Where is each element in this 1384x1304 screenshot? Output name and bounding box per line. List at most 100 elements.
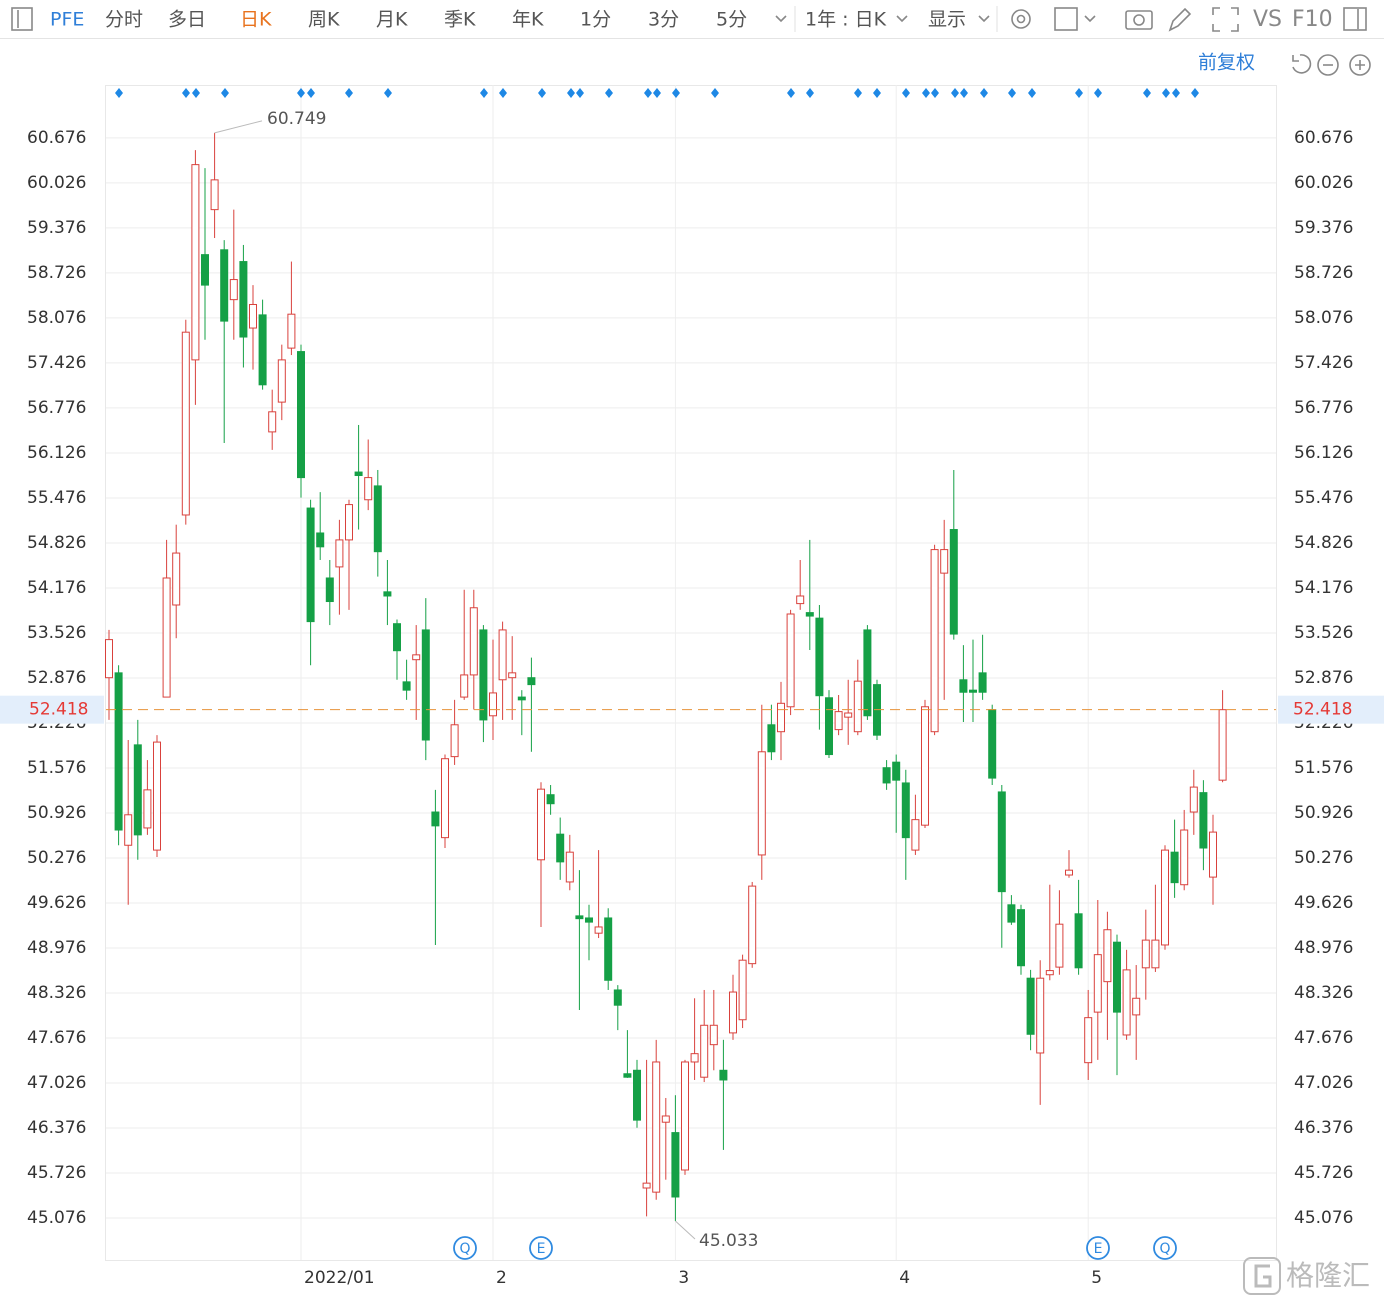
event-diamond[interactable] — [922, 88, 930, 98]
symbol[interactable]: PFE — [50, 9, 84, 31]
event-diamond[interactable] — [1075, 88, 1083, 98]
y-tick-label: 47.026 — [27, 1073, 86, 1093]
event-circle[interactable] — [1153, 1236, 1177, 1260]
event-label[interactable]: Q — [1159, 1241, 1170, 1257]
event-diamond[interactable] — [672, 88, 680, 98]
event-diamond[interactable] — [1172, 88, 1180, 98]
y-tick-label: 55.476 — [27, 488, 86, 508]
event-diamond[interactable] — [499, 88, 507, 98]
chevron[interactable] — [775, 15, 787, 23]
y-tick-label: 60.676 — [27, 128, 86, 148]
undo-icon[interactable] — [1292, 54, 1312, 74]
y-tick-label-right: 55.476 — [1294, 488, 1353, 508]
fullscreen-icon[interactable] — [1212, 7, 1239, 32]
event-diamond[interactable] — [182, 88, 190, 98]
candle-body — [1093, 954, 1102, 1013]
candle-body — [700, 1024, 709, 1078]
event-label[interactable]: Q — [459, 1241, 470, 1257]
event-diamond[interactable] — [1162, 88, 1170, 98]
event-diamond[interactable] — [192, 88, 200, 98]
candle-body — [1045, 970, 1054, 976]
y-tick-label-right: 48.326 — [1294, 983, 1353, 1003]
event-diamond[interactable] — [960, 88, 968, 98]
event-diamond[interactable] — [644, 88, 652, 98]
period-tab[interactable]: 3分 — [648, 9, 679, 31]
event-diamond[interactable] — [806, 88, 814, 98]
event-diamond[interactable] — [221, 88, 229, 98]
event-diamond[interactable] — [1028, 88, 1036, 98]
zoom-in-icon[interactable] — [1349, 54, 1371, 76]
settings-icon[interactable] — [1011, 9, 1031, 29]
event-diamond[interactable] — [902, 88, 910, 98]
event-diamond[interactable] — [931, 88, 939, 98]
y-tick-label: 51.576 — [27, 758, 86, 778]
period-tab[interactable]: 1分 — [580, 9, 611, 31]
event-diamond[interactable] — [384, 88, 392, 98]
event-label[interactable]: E — [537, 1241, 546, 1257]
sidebar-toggle[interactable] — [11, 7, 33, 31]
event-diamond[interactable] — [605, 88, 613, 98]
candle-body — [508, 672, 517, 679]
event-label[interactable]: E — [1094, 1241, 1103, 1257]
candle-body — [940, 549, 949, 574]
event-circle[interactable] — [1086, 1236, 1110, 1260]
event-diamond[interactable] — [307, 88, 315, 98]
event-diamond[interactable] — [567, 88, 575, 98]
event-circle[interactable] — [453, 1236, 477, 1260]
event-diamond[interactable] — [653, 88, 661, 98]
y-tick-label: 54.176 — [27, 578, 86, 598]
event-diamond[interactable] — [345, 88, 353, 98]
period-tab[interactable]: 季K — [444, 9, 476, 31]
camera-icon[interactable] — [1125, 10, 1153, 30]
candle-body — [853, 680, 862, 733]
vs-button[interactable]: VS — [1253, 7, 1282, 32]
candle-body — [863, 629, 872, 717]
event-diamond[interactable] — [538, 88, 546, 98]
period-tab[interactable]: 年K — [512, 9, 544, 31]
display-select[interactable]: 显示 — [928, 9, 966, 31]
event-diamond[interactable] — [115, 88, 123, 98]
chevron[interactable] — [978, 15, 990, 23]
event-diamond[interactable] — [711, 88, 719, 98]
event-diamond[interactable] — [951, 88, 959, 98]
y-tick-label: 60.026 — [27, 173, 86, 193]
y-tick-label: 59.376 — [27, 218, 86, 238]
candle-body — [719, 1069, 728, 1081]
period-tab[interactable]: 5分 — [716, 9, 747, 31]
chevron[interactable] — [896, 15, 908, 23]
period-tab[interactable]: 分时 — [105, 9, 143, 31]
panel-icon[interactable] — [1343, 7, 1367, 31]
event-diamond[interactable] — [787, 88, 795, 98]
candle-body — [613, 989, 622, 1006]
pencil-icon[interactable] — [1168, 7, 1192, 32]
event-diamond[interactable] — [1008, 88, 1016, 98]
adjust-button[interactable]: 前复权 — [1198, 52, 1255, 74]
event-diamond[interactable] — [854, 88, 862, 98]
event-diamond[interactable] — [297, 88, 305, 98]
event-diamond[interactable] — [480, 88, 488, 98]
period-tab[interactable]: 月K — [376, 9, 408, 31]
candle-body — [546, 794, 555, 805]
indicator-icon[interactable] — [1054, 7, 1078, 31]
zoom-out-icon[interactable] — [1317, 54, 1339, 76]
event-diamond[interactable] — [1094, 88, 1102, 98]
candle-body — [892, 761, 901, 781]
period-tab[interactable]: 日K — [240, 9, 272, 31]
zoom-in-plus — [1355, 60, 1365, 70]
f10-button[interactable]: F10 — [1292, 7, 1333, 32]
period-tab[interactable]: 周K — [308, 9, 340, 31]
chevron[interactable] — [1084, 15, 1096, 23]
range-select[interactable]: 1年 : 日K — [805, 9, 887, 31]
candle-body — [479, 629, 488, 721]
period-tab[interactable]: 多日 — [168, 9, 206, 31]
event-diamond[interactable] — [1143, 88, 1151, 98]
candle-body — [1122, 969, 1131, 1036]
event-diamond[interactable] — [980, 88, 988, 98]
y-tick-label-right: 53.526 — [1294, 623, 1353, 643]
event-diamond[interactable] — [1191, 88, 1199, 98]
y-tick-label-right: 56.776 — [1294, 398, 1353, 418]
event-circle[interactable] — [529, 1236, 553, 1260]
event-diamond[interactable] — [576, 88, 584, 98]
event-diamond[interactable] — [873, 88, 881, 98]
